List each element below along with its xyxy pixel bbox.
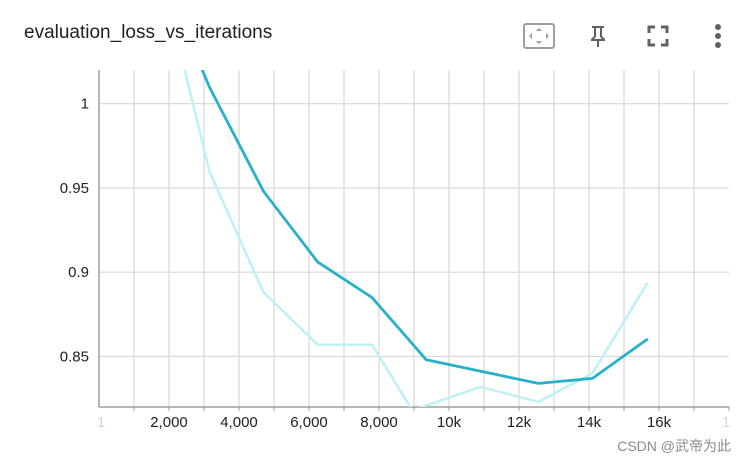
more-options-button[interactable] [700, 18, 736, 54]
pin-button[interactable] [580, 18, 616, 54]
x-tick-label: 8,000 [360, 414, 398, 431]
watermark: CSDN @武帝为此 [617, 438, 731, 454]
y-tick-label: 1 [81, 96, 89, 113]
x-tick-label: 12k [507, 414, 532, 431]
x-tick-label-edge: 1 [97, 414, 105, 431]
x-tick-label: 4,000 [220, 414, 258, 431]
series-smoothed-line [200, 70, 649, 385]
x-tick-label: 16k [647, 414, 672, 431]
x-tick-label: 2,000 [150, 414, 188, 431]
y-tick-label: 0.9 [68, 264, 89, 281]
y-tick-label: 0.85 [60, 348, 89, 365]
y-tick-label: 0.95 [60, 180, 89, 197]
grid [99, 70, 729, 407]
series-raw-line [183, 70, 649, 407]
x-tick-label: 14k [577, 414, 602, 431]
card-header: evaluation_loss_vs_iterations [0, 0, 745, 70]
x-tick-label: 6,000 [290, 414, 328, 431]
fullscreen-icon [647, 25, 669, 47]
fullscreen-button[interactable] [640, 18, 676, 54]
pin-icon [591, 26, 605, 47]
series-group [183, 70, 649, 407]
more-vert-icon [715, 24, 721, 48]
chart-title: evaluation_loss_vs_iterations [24, 22, 273, 43]
x-tick-label: 10k [437, 414, 462, 431]
x-tick-label-edge: 1 [722, 414, 730, 431]
fit-domain-button[interactable] [521, 18, 557, 54]
fit-domain-icon [523, 23, 555, 49]
